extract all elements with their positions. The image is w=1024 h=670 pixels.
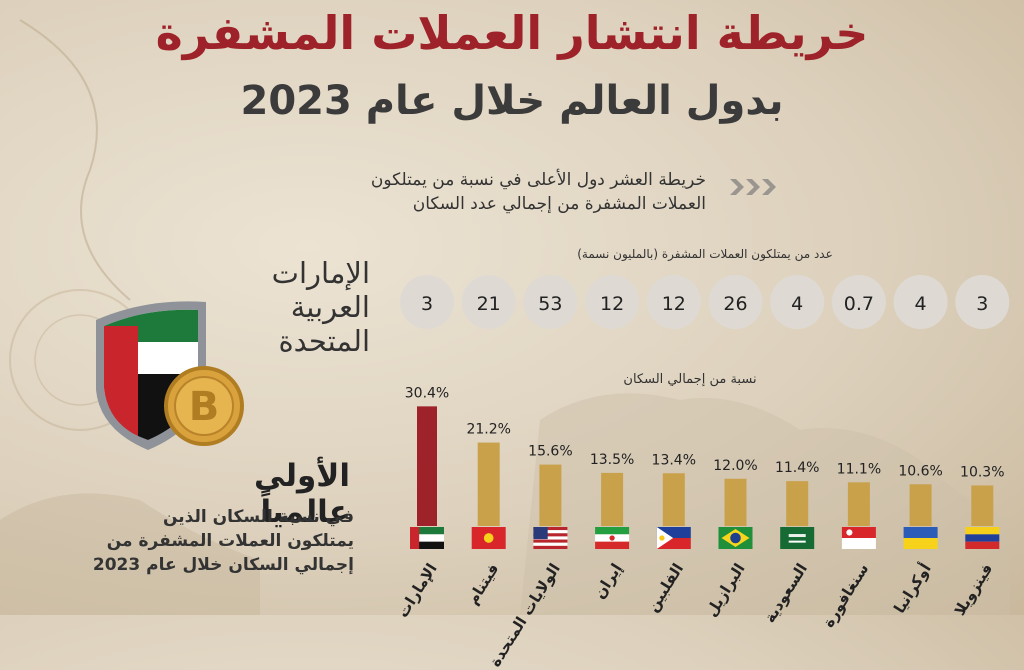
data-label: 11.1% (837, 461, 881, 477)
percent-axis-label: نسبة من إجمالي السكان (623, 372, 757, 387)
count-bubble (955, 275, 1010, 329)
flag-br-icon (718, 527, 753, 549)
count-bubble (770, 275, 825, 329)
bar (786, 481, 809, 526)
flag-ae-icon (410, 527, 444, 549)
count-bubble (523, 275, 578, 329)
bar (847, 482, 870, 526)
chevrons-icon (730, 179, 776, 195)
flag-us-icon (533, 527, 568, 549)
rank-description-line-2: يمتلكون العملات المشفرة من (106, 531, 354, 551)
rank-description-line-1: في نسبة السكان الذين (162, 507, 354, 527)
count-label: 53 (538, 293, 562, 315)
bar (539, 464, 562, 526)
flag-sa-icon (780, 527, 815, 549)
count-bubble (400, 275, 454, 329)
data-label: 30.4% (405, 385, 449, 401)
chart-description: خريطة العشر دول الأعلى في نسبة من يمتلكو… (286, 168, 706, 216)
count-label: 21 (477, 293, 501, 315)
count-bubble (461, 275, 516, 329)
bar (971, 485, 994, 526)
crypto-bar-chart: 3 30.4% 21 21.2% 53 15.6% 12 13.5% 12 13.4% 26 12.0… (400, 275, 1010, 549)
data-label: 10.3% (960, 464, 1004, 480)
bar (417, 406, 437, 526)
data-label: 13.5% (590, 452, 634, 468)
count-label: 26 (723, 293, 747, 315)
uae-shield-icon: B (96, 301, 244, 450)
rank-description: في نسبة السكان الذين يمتلكون العملات الم… (22, 505, 354, 577)
flag-sg-icon (841, 527, 876, 549)
description-line-1: خريطة العشر دول الأعلى في نسبة من يمتلكو… (370, 170, 706, 190)
svg-text:B: B (189, 384, 220, 430)
highlight-country-line-2: المتحدة (278, 324, 370, 358)
count-label: 0.7 (844, 293, 874, 315)
count-label: 3 (421, 293, 433, 315)
count-label: 4 (915, 293, 927, 315)
count-bubble (893, 275, 948, 329)
count-label: 3 (976, 293, 988, 315)
count-label: 4 (791, 293, 803, 315)
count-label: 12 (600, 293, 624, 315)
highlight-country-line-1: الإمارات العربية (271, 256, 370, 324)
data-label: 21.2% (466, 422, 510, 438)
bar (601, 472, 624, 526)
bar (477, 442, 500, 526)
data-label: 11.4% (775, 460, 819, 476)
count-axis-label: عدد من يمتلكون العملات المشفرة (بالمليون… (577, 247, 833, 261)
bar (662, 473, 685, 526)
bar (724, 478, 747, 526)
rank-title: الأولى عالمياً (254, 458, 350, 530)
data-label: 10.6% (898, 463, 942, 479)
flag-ir-icon (595, 527, 630, 549)
description-line-2: العملات المشفرة من إجمالي عدد السكان (412, 194, 706, 214)
data-label: 15.6% (528, 444, 572, 460)
page-title: خريطة انتشار العملات المشفرة (155, 6, 869, 60)
flag-ua-icon (903, 527, 938, 549)
flag-ve-icon (965, 527, 1000, 549)
count-label: 12 (662, 293, 686, 315)
page-subtitle: بدول العالم خلال عام 2023 (240, 78, 784, 124)
count-bubble (831, 275, 886, 329)
flag-vn-icon (471, 527, 506, 549)
flag-ph-icon (656, 527, 691, 549)
count-bubble (585, 275, 640, 329)
data-label: 12.0% (713, 458, 757, 474)
highlight-country: الإمارات العربية المتحدة (210, 256, 370, 358)
data-label: 13.4% (652, 452, 696, 468)
count-bubble (708, 275, 763, 329)
rank-description-line-3: إجمالي السكان خلال عام 2023 (92, 555, 354, 575)
count-bubble (646, 275, 701, 329)
bar (909, 484, 932, 526)
